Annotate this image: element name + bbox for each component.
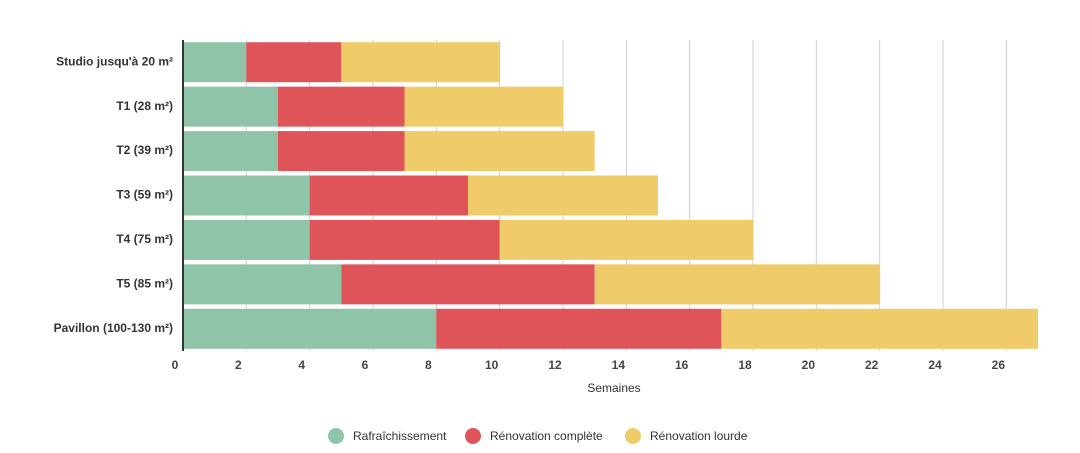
bar-segment xyxy=(404,131,595,172)
bar-segment xyxy=(436,308,722,349)
bar-segment xyxy=(183,86,278,127)
x-tick-label: 20 xyxy=(802,358,816,372)
x-tick-label: 4 xyxy=(298,358,305,372)
x-tick-label: 0 xyxy=(172,358,179,372)
bar-segment xyxy=(594,264,880,305)
bar-segment xyxy=(404,86,563,127)
bar-segment xyxy=(183,264,342,305)
bar-segment xyxy=(721,308,1038,349)
x-tick-label: 12 xyxy=(548,358,562,372)
x-tick-label: 22 xyxy=(865,358,879,372)
bar-segment xyxy=(183,219,310,260)
legend-swatch xyxy=(465,428,481,444)
bar-segment xyxy=(183,308,437,349)
legend-label: Rénovation complète xyxy=(490,429,603,443)
y-tick-label: T3 (59 m²) xyxy=(116,188,173,202)
y-tick-label: T2 (39 m²) xyxy=(116,143,173,157)
bar-segment xyxy=(468,175,658,216)
bar-segment xyxy=(309,219,500,260)
legend-label: Rénovation lourde xyxy=(650,429,748,443)
bar-segment xyxy=(246,42,342,83)
y-tick-label: Pavillon (100-130 m²) xyxy=(54,321,173,335)
bar-segment xyxy=(309,175,468,216)
x-tick-label: 8 xyxy=(425,358,432,372)
x-axis-title: Semaines xyxy=(587,381,640,395)
y-tick-label: Studio jusqu'à 20 m² xyxy=(56,54,173,68)
y-tick-label: T1 (28 m²) xyxy=(116,99,173,113)
bar-segment xyxy=(341,42,500,83)
legend-swatch xyxy=(328,428,344,444)
y-tick-label: T4 (75 m²) xyxy=(116,232,173,246)
bar-segment xyxy=(499,219,753,260)
legend-label: Rafraîchissement xyxy=(353,429,447,443)
x-tick-label: 6 xyxy=(362,358,369,372)
bar-segment xyxy=(183,131,278,172)
x-tick-label: 16 xyxy=(675,358,689,372)
x-tick-label: 26 xyxy=(992,358,1006,372)
bar-segment xyxy=(341,264,595,305)
legend-swatch xyxy=(625,428,641,444)
x-tick-label: 18 xyxy=(738,358,752,372)
x-tick-label: 14 xyxy=(612,358,626,372)
bar-segment xyxy=(183,175,310,216)
x-tick-label: 24 xyxy=(928,358,942,372)
bar-segment xyxy=(278,86,405,127)
x-tick-label: 10 xyxy=(485,358,499,372)
bar-segment xyxy=(278,131,405,172)
bar-segment xyxy=(183,42,247,83)
x-tick-label: 2 xyxy=(235,358,242,372)
y-tick-label: T5 (85 m²) xyxy=(116,277,173,291)
